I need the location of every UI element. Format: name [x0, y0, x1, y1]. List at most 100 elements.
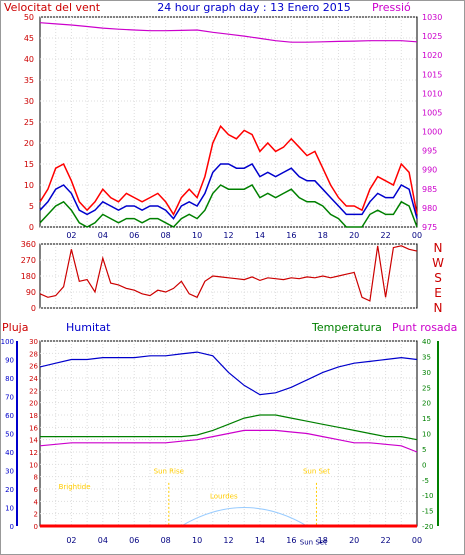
left-axis-label-humidity: Humitat [66, 321, 111, 334]
left-axis-label-rain: Pluja [2, 321, 28, 334]
left-tick-label: 15 [24, 160, 34, 169]
right-tick-label: 995 [422, 147, 437, 156]
temperature-tick-label: 40 [422, 338, 431, 346]
temperature-tick-label: 5 [422, 446, 426, 454]
x-tick-label: 22 [380, 536, 390, 545]
x-tick-label: 08 [161, 536, 171, 545]
x-tick-label: 04 [98, 536, 108, 545]
left-tick-label: 20 [24, 139, 34, 148]
humidity-tick-label: 50 [5, 431, 14, 439]
panel-wind-pressure: 0510152025303540455097598098599099510001… [24, 13, 443, 240]
x-tick-label: 02 [66, 536, 76, 545]
rain-tick-label: 6 [34, 486, 39, 494]
humidity-tick-label: 80 [5, 375, 14, 383]
series-gust [39, 124, 418, 216]
rain-tick-label: 24 [29, 375, 38, 383]
x-tick-label: 06 [129, 536, 139, 545]
right-tick-label: 1025 [422, 32, 442, 41]
x-tick-label: 20 [349, 536, 359, 545]
direction-tick-label: 90 [26, 288, 36, 297]
right-tick-label: 1020 [422, 51, 442, 60]
annotation-label: Sun Rise [154, 468, 184, 476]
humidity-tick-label: 0 [10, 523, 14, 531]
annotation-label: Brightide [59, 483, 91, 491]
rain-tick-label: 10 [29, 461, 38, 469]
right-axis-label-dew-point: Punt rosada [392, 321, 457, 334]
series-pressure [39, 22, 418, 43]
compass-label: N [434, 301, 443, 315]
rain-tick-label: 8 [34, 474, 38, 482]
temperature-tick-label: 30 [422, 369, 431, 377]
rain-tick-label: 14 [29, 437, 38, 445]
left-tick-label: 45 [24, 34, 34, 43]
x-tick-label: 14 [255, 536, 265, 545]
temperature-tick-label: 0 [422, 461, 426, 469]
temperature-tick-label: 10 [422, 431, 431, 439]
temperature-tick-label: 25 [422, 384, 431, 392]
x-tick-label: 10 [192, 231, 202, 240]
compass-label: E [434, 286, 442, 300]
x-tick-label: 16 [286, 536, 296, 545]
rain-tick-label: 30 [29, 338, 38, 346]
right-axis-label-temperature: Temperatura [311, 321, 382, 334]
plot-area [39, 243, 418, 309]
left-tick-label: 30 [24, 97, 34, 106]
series-wind_min [39, 184, 418, 228]
humidity-tick-label: 10 [5, 505, 14, 513]
panel-rain-humidity-temperature: 0246810121416182022242628300102030405060… [1, 338, 439, 547]
direction-tick-label: 180 [21, 272, 36, 281]
rain-tick-label: 20 [29, 400, 38, 408]
humidity-tick-label: 70 [5, 394, 14, 402]
x-tick-label: 14 [255, 231, 265, 240]
x-tick-label: 18 [318, 536, 328, 545]
right-tick-label: 1000 [422, 128, 442, 137]
series-dew_point [39, 429, 418, 453]
compass-label: N [434, 241, 443, 255]
humidity-tick-label: 90 [5, 357, 14, 365]
x-tick-label: 00 [412, 536, 422, 545]
right-tick-label: 980 [422, 204, 437, 213]
direction-tick-label: 360 [21, 240, 36, 249]
right-tick-label: 975 [422, 223, 437, 232]
right-tick-label: 1005 [422, 108, 442, 117]
x-tick-label: 22 [380, 231, 390, 240]
sun-arc [181, 507, 308, 527]
direction-tick-label: 270 [21, 256, 36, 265]
series-temperature [40, 414, 418, 441]
rain-tick-label: 26 [29, 363, 38, 371]
rain-tick-label: 28 [29, 350, 38, 358]
rain-tick-label: 18 [29, 412, 38, 420]
temperature-tick-label: -5 [422, 477, 429, 485]
series-wind [39, 163, 418, 220]
x-tick-label: 04 [98, 231, 108, 240]
left-tick-label: 35 [24, 76, 34, 85]
annotation-label: Sun Set [303, 468, 330, 476]
compass-label: W [432, 256, 444, 270]
x-tick-label: 00 [412, 231, 422, 240]
compass-label: S [434, 271, 442, 285]
temperature-tick-label: -20 [422, 523, 433, 531]
humidity-tick-label: 20 [5, 486, 14, 494]
left-tick-label: 10 [24, 181, 34, 190]
x-tick-label: 10 [192, 536, 202, 545]
x-tick-label: 06 [129, 231, 139, 240]
left-tick-label: 0 [29, 223, 34, 232]
humidity-tick-label: 40 [5, 449, 14, 457]
right-tick-label: 990 [422, 166, 437, 175]
x-tick-label: 18 [318, 231, 328, 240]
left-tick-label: 50 [24, 13, 34, 22]
rain-tick-label: 16 [29, 424, 38, 432]
right-tick-label: 985 [422, 185, 437, 194]
annotation-label: Sun Set [300, 539, 327, 547]
left-tick-label: 40 [24, 55, 34, 64]
x-tick-label: 02 [66, 231, 76, 240]
rain-tick-label: 22 [29, 387, 38, 395]
annotation-label: Lourdes [210, 492, 238, 500]
temperature-tick-label: -10 [422, 492, 433, 500]
temperature-tick-label: 35 [422, 353, 431, 361]
right-tick-label: 1030 [422, 13, 442, 22]
rain-tick-label: 0 [34, 523, 38, 531]
humidity-tick-label: 100 [1, 338, 14, 346]
